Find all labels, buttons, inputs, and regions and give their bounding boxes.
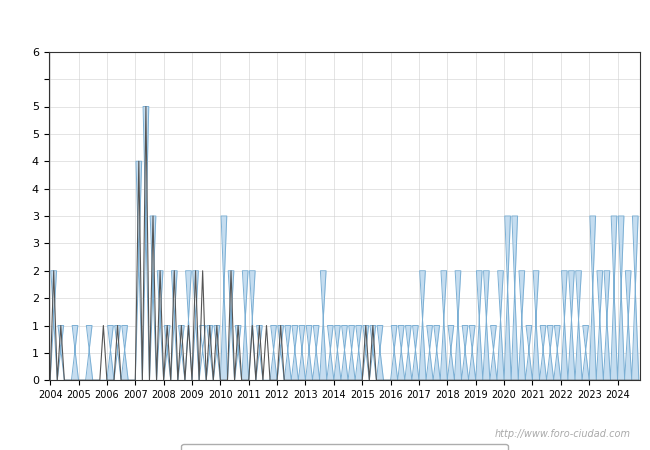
Legend: Viviendas Nuevas, Viviendas Usadas: Viviendas Nuevas, Viviendas Usadas — [181, 444, 508, 450]
Text: Carpio - Evolucion del Nº de Transacciones Inmobiliarias: Carpio - Evolucion del Nº de Transaccion… — [119, 16, 531, 31]
Text: http://www.foro-ciudad.com: http://www.foro-ciudad.com — [495, 429, 630, 439]
